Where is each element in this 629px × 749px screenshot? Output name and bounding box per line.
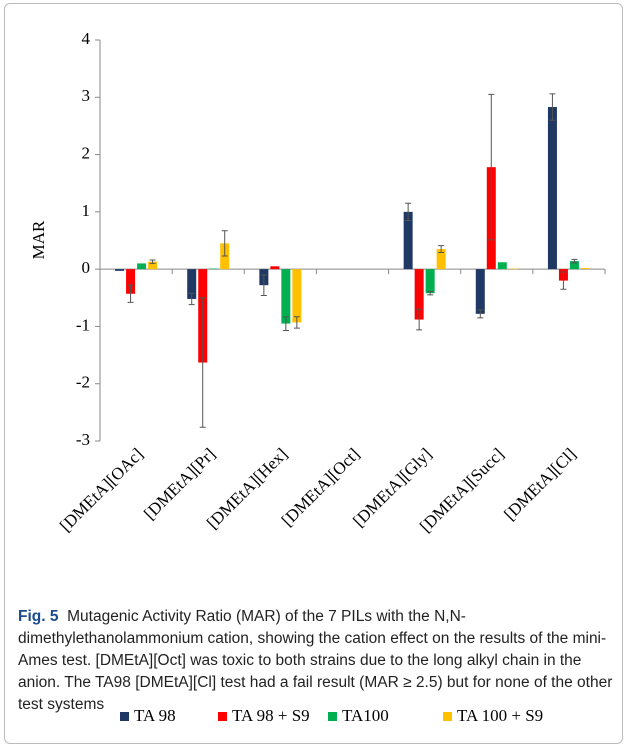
legend-label: TA 100 + S9 [457, 706, 543, 725]
bar [569, 261, 579, 270]
error-bar [188, 292, 195, 306]
caption-text: Mutagenic Activity Ratio (MAR) of the 7 … [18, 608, 613, 713]
error-bar [488, 93, 495, 241]
error-bar [127, 284, 134, 303]
bar [281, 269, 291, 324]
legend-swatch [120, 712, 129, 721]
error-bar [221, 230, 228, 257]
error-bar [293, 316, 300, 329]
y-tick-label: 4 [82, 29, 91, 48]
y-tick-label: -1 [76, 315, 90, 334]
bar [270, 266, 280, 270]
y-tick-label: 0 [82, 258, 91, 277]
bar [403, 211, 413, 270]
y-tick-label: 3 [82, 86, 91, 105]
legend-label: TA 98 [134, 706, 176, 725]
legend-label: TA 98 + S9 [232, 706, 310, 725]
error-bar [282, 316, 289, 331]
error-bar [477, 309, 484, 319]
error-bar [549, 93, 556, 121]
error-bar [149, 259, 156, 264]
error-bar [560, 271, 567, 290]
x-tick-label: [DMEtA][Pr] [140, 444, 219, 523]
y-axis-label: MAR [29, 220, 48, 259]
error-bar [260, 274, 267, 296]
y-tick-label: -2 [76, 373, 90, 392]
error-bar [571, 258, 578, 264]
caption-label: Fig. 5 [18, 608, 59, 625]
bar [137, 263, 147, 270]
bar [292, 269, 302, 323]
bar [209, 268, 219, 270]
bar [475, 269, 485, 314]
error-bar [416, 308, 423, 331]
bar [126, 269, 136, 294]
x-tick-label: [DMEtA][OAc] [56, 444, 147, 535]
y-tick-label: 2 [82, 143, 91, 162]
caption: Fig. 5 Mutagenic Activity Ratio (MAR) of… [18, 606, 616, 716]
figure-frame [4, 3, 623, 744]
legend-swatch [218, 712, 227, 721]
legend-label: TA100 [342, 706, 389, 725]
bar [497, 262, 507, 270]
y-tick-label: -3 [76, 430, 90, 449]
y-tick-label: 1 [82, 201, 91, 220]
error-bar [199, 297, 206, 428]
bar [187, 269, 197, 299]
bar [508, 268, 518, 270]
legend-swatch [328, 712, 337, 721]
bar [115, 269, 125, 271]
legend-swatch [443, 712, 452, 721]
error-bar [438, 245, 445, 254]
error-bar [427, 290, 434, 296]
bar [414, 269, 424, 320]
x-tick-label: [DMEtA][Cl] [500, 444, 580, 524]
error-bar [405, 202, 412, 221]
bar [580, 267, 590, 270]
bar [148, 261, 158, 270]
bar [547, 107, 557, 270]
bar [436, 249, 446, 270]
bar [425, 269, 435, 294]
